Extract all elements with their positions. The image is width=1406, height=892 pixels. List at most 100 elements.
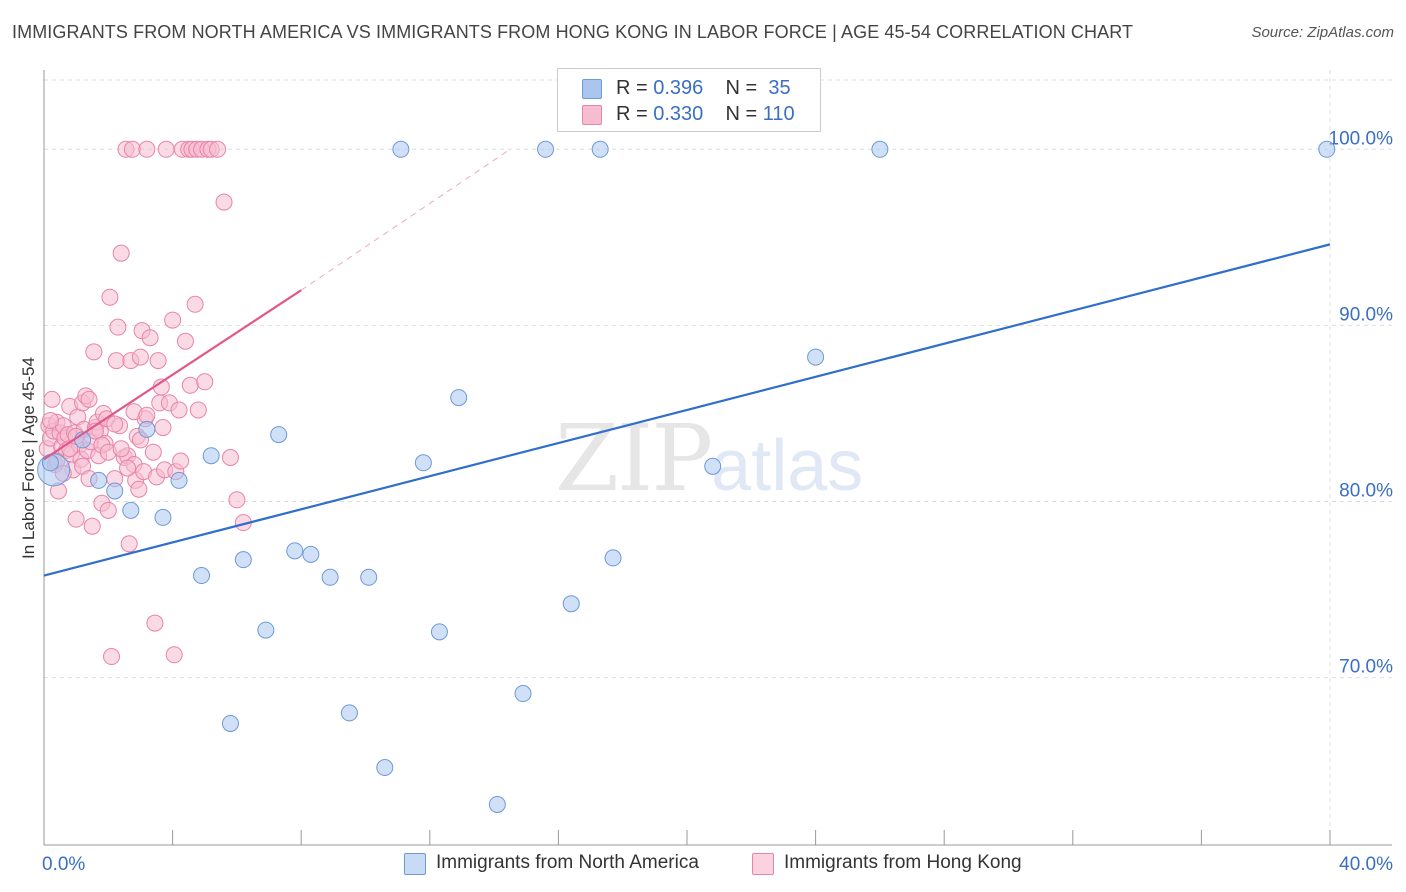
data-point-north-america	[270, 426, 288, 444]
y-tick-label: 100.0%	[1329, 128, 1394, 149]
data-point-north-america	[1318, 140, 1336, 158]
data-point-north-america	[90, 471, 108, 489]
series-legend: Immigrants from North America Immigrants…	[0, 850, 1406, 880]
watermark-atlas: atlas	[711, 426, 864, 506]
data-point-hong-kong	[228, 491, 246, 509]
data-point-hong-kong	[101, 288, 119, 306]
data-point-north-america	[202, 447, 220, 465]
n-label: N =	[725, 103, 763, 125]
data-point-hong-kong	[130, 480, 148, 498]
data-point-north-america	[392, 140, 410, 158]
data-point-hong-kong	[131, 348, 149, 366]
x-tick-label: 40.0%	[1339, 854, 1393, 875]
data-point-north-america	[704, 457, 722, 475]
data-point-north-america	[41, 454, 59, 472]
data-point-north-america	[414, 454, 432, 472]
data-point-north-america	[286, 542, 304, 560]
data-point-hong-kong	[215, 193, 233, 211]
data-point-hong-kong	[209, 140, 227, 158]
y-tick-label: 80.0%	[1339, 481, 1393, 502]
axes	[43, 70, 1392, 846]
data-point-north-america	[321, 568, 339, 586]
data-point-hong-kong	[189, 401, 207, 419]
data-point-hong-kong	[123, 140, 141, 158]
data-point-north-america	[562, 595, 580, 613]
data-point-north-america	[871, 140, 889, 158]
blue-swatch	[582, 79, 602, 99]
n-value: 35	[768, 77, 791, 99]
data-point-north-america	[604, 549, 622, 567]
data-point-hong-kong	[141, 329, 159, 347]
y-tick-label: 90.0%	[1339, 304, 1393, 325]
trend-line-hong-kong	[43, 289, 302, 461]
data-point-north-america	[170, 471, 188, 489]
data-point-hong-kong	[157, 140, 175, 158]
data-point-north-america	[234, 551, 252, 569]
data-point-hong-kong	[112, 244, 130, 262]
trend-lines	[43, 148, 1331, 577]
data-point-north-america	[807, 348, 825, 366]
data-point-hong-kong	[119, 459, 137, 477]
stats-legend: R = 0.396 N = 35 R = 0.330 N = 110	[557, 68, 821, 132]
data-point-hong-kong	[149, 352, 167, 370]
data-point-north-america	[376, 759, 394, 776]
trend-line-hong-kong-extension	[300, 148, 511, 291]
data-point-north-america	[514, 685, 532, 703]
data-point-hong-kong	[221, 449, 239, 466]
data-point-hong-kong	[138, 140, 156, 158]
data-point-north-america	[430, 623, 448, 641]
data-point-hong-kong	[103, 648, 121, 666]
data-point-hong-kong	[107, 352, 125, 370]
data-point-hong-kong	[176, 332, 194, 350]
data-point-hong-kong	[112, 440, 130, 458]
data-point-hong-kong	[109, 318, 127, 336]
data-point-north-america	[360, 568, 378, 586]
legend-label: Immigrants from North America	[436, 852, 699, 873]
trend-line-north-america	[43, 243, 1331, 577]
data-point-north-america	[257, 621, 275, 639]
r-value: 0.330	[653, 103, 704, 125]
data-point-hong-kong	[85, 343, 103, 361]
r-label: R =	[616, 103, 654, 125]
data-point-hong-kong	[43, 390, 61, 408]
data-point-hong-kong	[67, 510, 85, 528]
hong-kong-points	[38, 140, 252, 666]
data-point-north-america	[138, 420, 156, 438]
data-point-hong-kong	[106, 415, 124, 433]
data-point-north-america	[488, 795, 506, 813]
data-point-hong-kong	[146, 614, 164, 632]
data-point-north-america	[340, 704, 358, 722]
n-value: 110	[762, 103, 795, 125]
legend-label: Immigrants from Hong Kong	[784, 852, 1022, 873]
data-point-hong-kong	[144, 443, 162, 461]
data-point-hong-kong	[41, 412, 59, 430]
data-point-hong-kong	[99, 501, 117, 519]
pink-swatch	[582, 105, 602, 125]
data-point-north-america	[154, 508, 172, 526]
data-point-north-america	[450, 389, 468, 407]
y-axis-label: In Labor Force | Age 45-54	[19, 357, 38, 559]
data-point-hong-kong	[186, 295, 204, 313]
data-point-hong-kong	[154, 419, 172, 437]
data-point-north-america	[591, 140, 609, 158]
r-label: R =	[616, 77, 654, 99]
gridlines	[44, 70, 1392, 845]
n-label: N =	[725, 77, 763, 99]
data-point-north-america	[537, 140, 555, 158]
data-point-hong-kong	[120, 535, 138, 553]
y-tick-label: 70.0%	[1339, 657, 1393, 678]
data-point-hong-kong	[170, 401, 188, 419]
pink-swatch	[752, 853, 774, 875]
data-point-hong-kong	[172, 452, 190, 470]
data-point-hong-kong	[181, 376, 199, 394]
data-point-hong-kong	[165, 646, 183, 664]
data-point-north-america	[193, 567, 211, 585]
chart-title: IMMIGRANTS FROM NORTH AMERICA VS IMMIGRA…	[12, 22, 1134, 42]
x-tick-label: 0.0%	[42, 854, 85, 875]
data-point-hong-kong	[196, 373, 214, 391]
blue-swatch	[404, 853, 426, 875]
data-point-hong-kong	[83, 517, 101, 535]
data-point-north-america	[106, 482, 124, 500]
data-point-north-america	[221, 714, 239, 732]
